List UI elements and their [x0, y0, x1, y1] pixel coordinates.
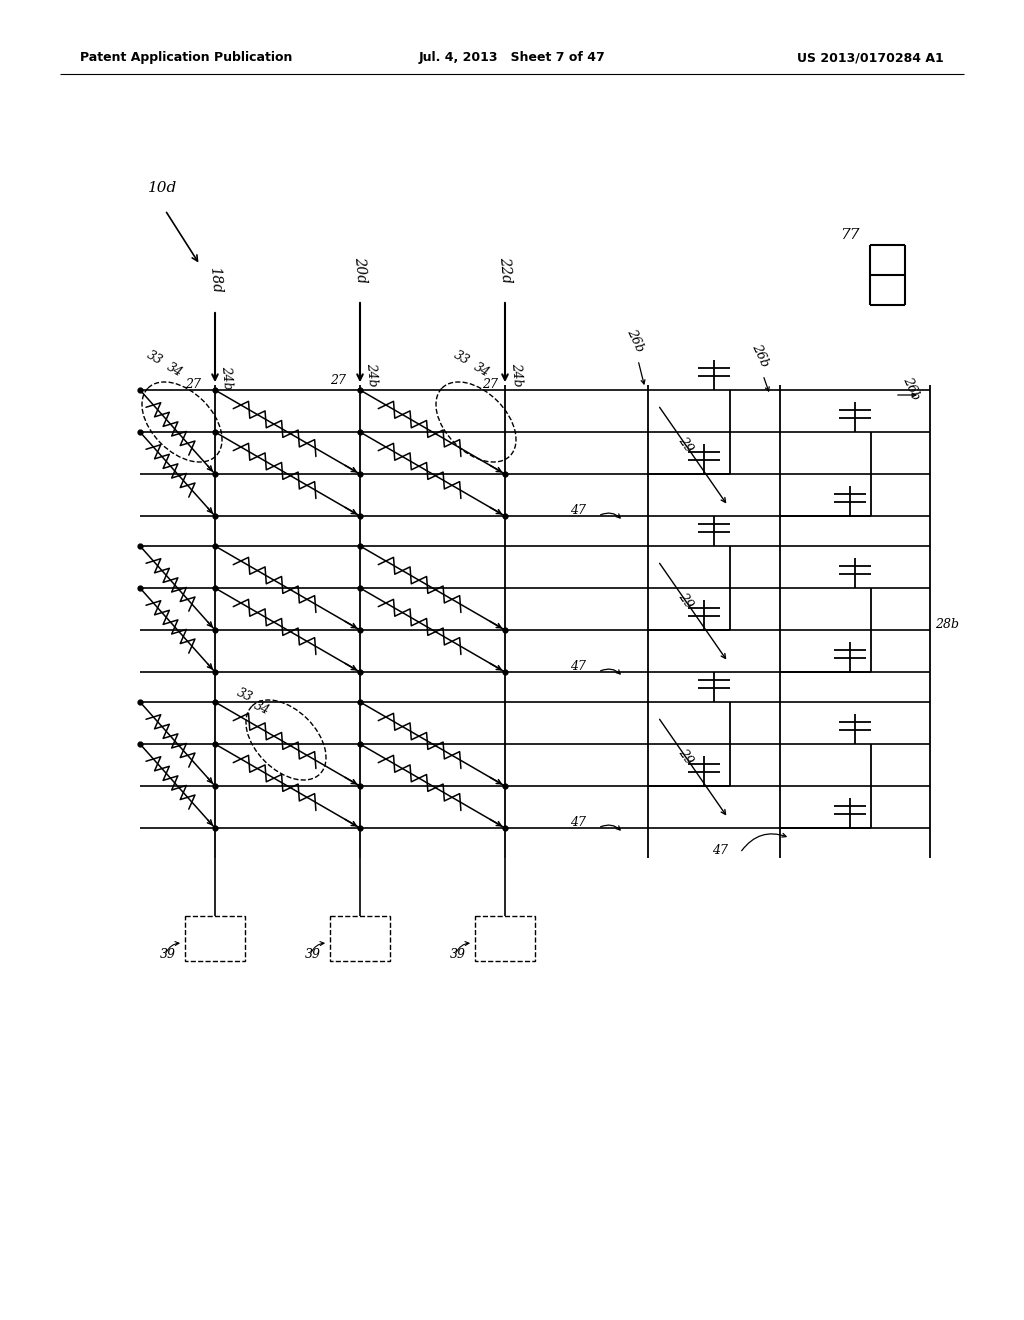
Text: 33: 33	[144, 348, 165, 368]
Text: 34: 34	[252, 698, 272, 717]
Text: 22d: 22d	[497, 256, 513, 284]
Text: 39: 39	[160, 949, 176, 961]
Text: US 2013/0170284 A1: US 2013/0170284 A1	[798, 51, 944, 65]
Text: 28b: 28b	[935, 618, 959, 631]
Text: 29: 29	[676, 434, 696, 455]
Bar	[330, 916, 390, 961]
Text: 29: 29	[676, 591, 696, 611]
Text: 26b: 26b	[749, 342, 771, 368]
Text: 24b: 24b	[365, 363, 380, 388]
Text: 33: 33	[452, 348, 472, 368]
Text: 20d: 20d	[352, 256, 369, 284]
Text: 39: 39	[305, 949, 321, 961]
Text: 18d: 18d	[207, 267, 223, 294]
Bar	[475, 916, 535, 961]
Text: 27: 27	[185, 379, 201, 392]
Text: 24b: 24b	[510, 363, 524, 388]
Text: 33: 33	[234, 685, 255, 705]
Text: 47: 47	[570, 660, 586, 673]
Text: 39: 39	[450, 949, 466, 961]
Text: 34: 34	[472, 360, 493, 380]
Text: 10d: 10d	[148, 181, 177, 195]
Text: 77: 77	[840, 228, 859, 242]
Text: 29: 29	[676, 747, 696, 767]
Text: 24b: 24b	[219, 366, 234, 391]
Text: 47: 47	[570, 504, 586, 517]
Text: 26b: 26b	[900, 375, 922, 401]
Text: 34: 34	[165, 360, 185, 380]
Text: 27: 27	[330, 374, 346, 387]
Text: 47: 47	[712, 843, 728, 857]
Text: 27: 27	[482, 379, 498, 392]
Text: Patent Application Publication: Patent Application Publication	[80, 51, 293, 65]
Text: 26b: 26b	[624, 326, 646, 354]
Bar	[185, 916, 245, 961]
Text: Jul. 4, 2013   Sheet 7 of 47: Jul. 4, 2013 Sheet 7 of 47	[419, 51, 605, 65]
Text: 47: 47	[570, 817, 586, 829]
